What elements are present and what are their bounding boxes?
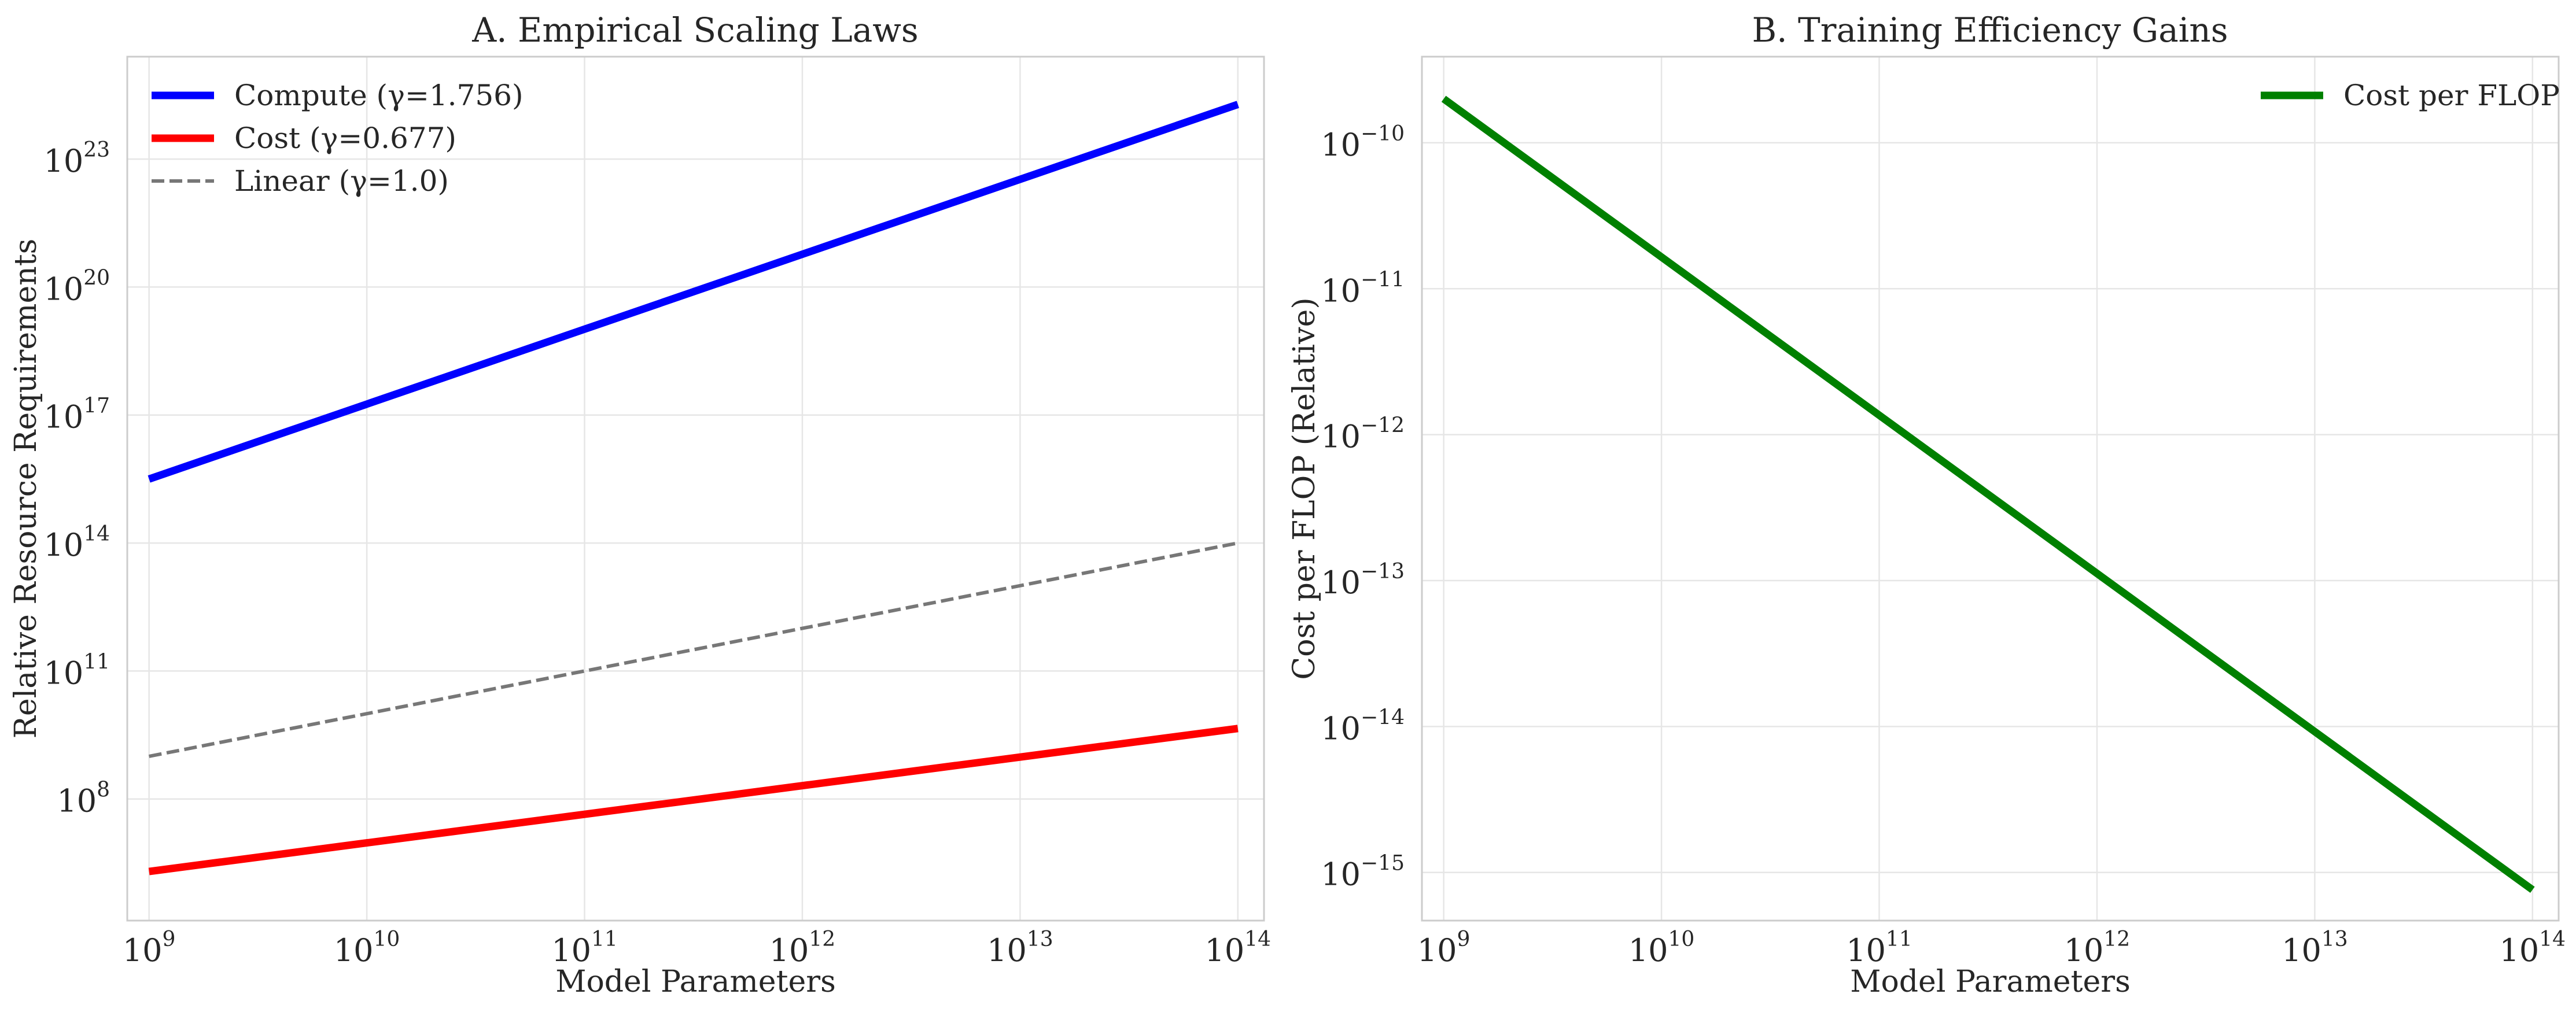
y-tick-label: 10−12 <box>1321 414 1405 455</box>
x-tick-label: 1010 <box>334 928 400 969</box>
series-line-cost <box>148 725 1239 875</box>
x-tick-label: 1012 <box>769 928 836 969</box>
plot-frame <box>1421 56 2560 922</box>
x-tick-label: 1012 <box>2064 928 2131 969</box>
legend-label: Compute (γ=1.756) <box>234 79 524 112</box>
y-tick-label: 1011 <box>43 650 110 691</box>
legend: Cost per FLOP <box>2261 79 2560 112</box>
series-line-compute <box>148 101 1239 483</box>
y-tick-label: 10−11 <box>1321 268 1405 309</box>
x-tick-label: 1011 <box>551 928 618 969</box>
x-axis-label: Model Parameters <box>1850 965 2131 999</box>
x-tick-label: 1013 <box>987 928 1053 969</box>
legend-label: Linear (γ=1.0) <box>234 164 449 198</box>
gridlines <box>127 57 1264 921</box>
series-line-linear <box>149 541 1239 758</box>
y-tick-label: 1014 <box>43 522 110 563</box>
x-tick-label: 1013 <box>2282 928 2348 969</box>
y-axis-label: Relative Resource Requirements <box>9 239 43 739</box>
y-tick-label: 1023 <box>43 138 110 179</box>
plot-frame <box>126 56 1265 922</box>
y-axis-label: Cost per FLOP (Relative) <box>1287 297 1322 679</box>
x-axis-label: Model Parameters <box>555 965 836 999</box>
gridlines <box>1422 57 2559 921</box>
x-tick-label: 1014 <box>1205 928 1272 969</box>
x-tick-label: 1011 <box>1846 928 1912 969</box>
y-tick-label: 10−10 <box>1321 122 1405 163</box>
legend: Compute (γ=1.756) Cost (γ=0.677) Linear (γ… <box>152 79 524 198</box>
x-tick-label: 109 <box>1417 928 1471 969</box>
series-line-cost <box>1441 95 2535 893</box>
x-tick-label: 109 <box>123 928 176 969</box>
chart-panel-b: 109 1010 1011 1012 1013 1014 10−15 10−14 10−13 10… <box>1287 10 2566 999</box>
x-tick-label: 1014 <box>2500 928 2566 969</box>
y-tick-label: 10−13 <box>1321 560 1405 601</box>
chart-panel-a: 109 1010 1011 1012 1013 1014 108 1011 1014 1017 10… <box>9 10 1271 999</box>
y-tick-label: 108 <box>57 778 110 819</box>
legend-label: Cost per FLOP <box>2343 79 2560 112</box>
y-tick-label: 1017 <box>43 394 110 435</box>
y-tick-label: 1020 <box>43 266 110 307</box>
chart-title: B. Training Efficiency Gains <box>1752 10 2228 50</box>
legend-label: Cost (γ=0.677) <box>234 121 456 155</box>
y-tick-label: 10−15 <box>1321 852 1405 893</box>
chart-title: A. Empirical Scaling Laws <box>471 10 918 50</box>
x-tick-label: 1010 <box>1628 928 1695 969</box>
y-tick-label: 10−14 <box>1321 705 1405 747</box>
